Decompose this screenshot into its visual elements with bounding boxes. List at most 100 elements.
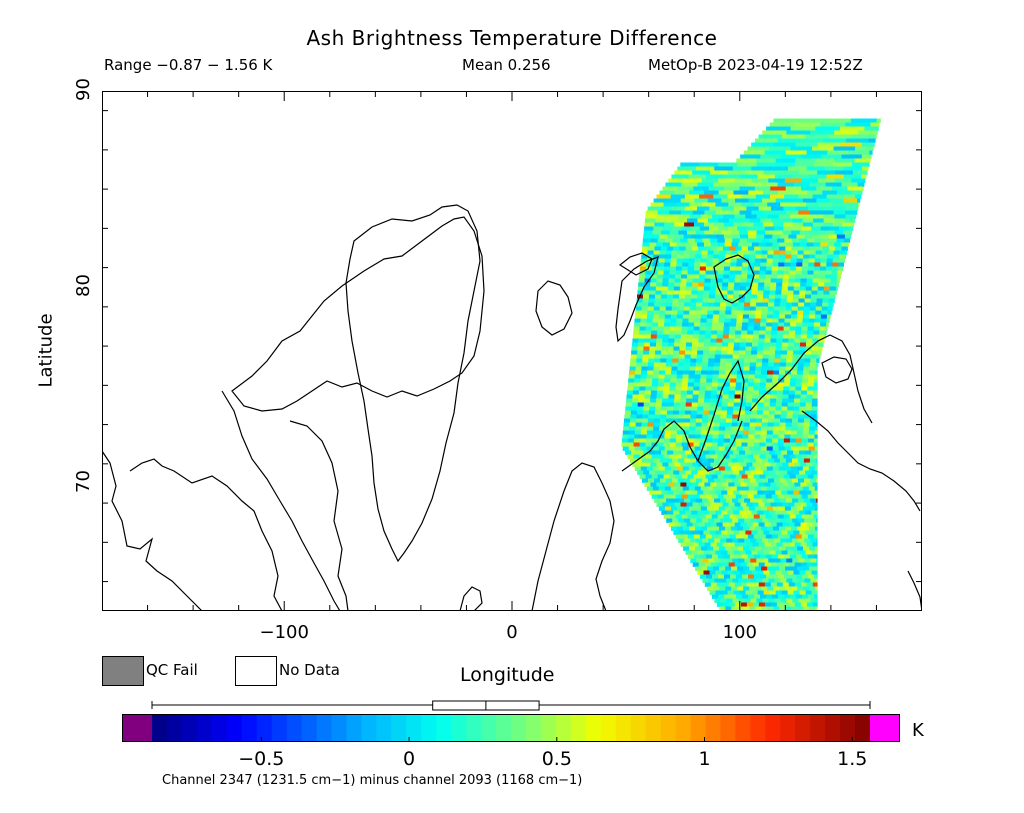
- swath-pixel: [787, 294, 794, 299]
- swath-pixel: [656, 462, 663, 467]
- swath-pixel: [679, 530, 686, 535]
- swath-pixel: [744, 410, 752, 415]
- swath-pixel: [696, 498, 703, 503]
- swath-pixel: [765, 326, 772, 331]
- swath-pixel: [757, 470, 764, 475]
- swath-pixel: [633, 382, 641, 387]
- swath-pixel: [727, 510, 734, 515]
- swath-pixel: [730, 322, 737, 327]
- swath-pixel: [720, 518, 727, 523]
- swath-pixel: [753, 554, 761, 559]
- swath-pixel: [743, 586, 750, 591]
- swath-pixel: [811, 550, 818, 555]
- swath-pixel: [747, 514, 755, 519]
- swath-pixel: [742, 322, 749, 327]
- swath-pixel: [684, 414, 691, 419]
- swath-pixel: [682, 486, 690, 491]
- swath-pixel: [799, 286, 807, 291]
- swath-pixel: [812, 390, 818, 395]
- swath-pixel: [809, 422, 816, 427]
- swath-pixel: [797, 566, 804, 571]
- swath-pixel: [721, 402, 729, 407]
- swath-pixel: [754, 202, 768, 207]
- swath-pixel: [644, 334, 652, 339]
- swath-pixel: [786, 498, 793, 503]
- swath-pixel: [683, 370, 690, 375]
- swath-pixel: [708, 558, 715, 563]
- swath-pixel: [793, 470, 800, 475]
- swath-pixel: [834, 158, 855, 163]
- swath-pixel: [775, 294, 782, 299]
- swath-pixel: [787, 406, 794, 411]
- swath-pixel: [705, 326, 712, 331]
- swath-pixel: [760, 378, 767, 383]
- swath-pixel: [694, 198, 709, 203]
- swath-pixel: [744, 418, 751, 423]
- swath-pixel: [637, 470, 644, 475]
- swath-pixel: [697, 470, 704, 475]
- swath-pixel: [750, 538, 757, 543]
- swath-pixel: [677, 362, 685, 367]
- swath-pixel: [755, 546, 762, 551]
- swath-pixel: [775, 162, 796, 167]
- swath-pixel: [644, 226, 654, 231]
- swath-pixel: [760, 246, 767, 251]
- swath-pixel: [752, 394, 759, 399]
- swath-pixel: [668, 462, 675, 467]
- swath-pixel: [754, 594, 761, 599]
- swath-pixel: [761, 306, 769, 311]
- swath-pixel: [746, 278, 753, 283]
- swath-pixel: [752, 334, 760, 339]
- swath-pixel: [799, 406, 806, 411]
- swath-pixel: [674, 170, 693, 175]
- swath-pixel: [693, 274, 700, 279]
- swath-pixel: [697, 286, 705, 291]
- swath-pixel: [739, 530, 746, 535]
- swath-pixel: [675, 442, 682, 447]
- swath-pixel: [724, 186, 740, 191]
- swath-pixel: [760, 506, 768, 511]
- swath-pixel: [721, 590, 728, 595]
- swath-pixel: [674, 502, 681, 507]
- swath-pixel: [720, 298, 727, 303]
- swath-pixel: [686, 282, 693, 287]
- swath-pixel: [649, 350, 656, 355]
- swath-pixel: [716, 342, 723, 347]
- swath-pixel: [732, 598, 739, 603]
- swath-pixel: [716, 390, 724, 395]
- swath-pixel: [732, 354, 740, 359]
- swath-pixel: [657, 382, 665, 387]
- swath-pixel: [655, 490, 662, 495]
- swath-pixel: [744, 302, 751, 307]
- swath-pixel: [657, 442, 664, 447]
- swath-pixel: [806, 582, 814, 587]
- swath-pixel: [681, 266, 689, 271]
- swath-pixel: [680, 502, 687, 507]
- swath-pixel: [736, 374, 743, 379]
- swath-pixel: [674, 390, 682, 395]
- swath-pixel: [747, 146, 770, 151]
- swath-pixel: [810, 598, 817, 603]
- swath-pixel: [752, 390, 760, 395]
- swath-pixel: [703, 530, 710, 535]
- swath-pixel: [792, 598, 799, 603]
- swath-pixel: [831, 266, 839, 271]
- swath-pixel: [804, 498, 811, 503]
- swath-pixel: [672, 498, 679, 503]
- swath-pixel: [809, 310, 816, 315]
- swath-pixel: [650, 278, 657, 283]
- swath-pixel: [801, 474, 808, 479]
- swath-pixel: [641, 426, 648, 431]
- swath-pixel: [680, 282, 687, 287]
- swath-pixel: [723, 554, 731, 559]
- swath-pixel: [658, 434, 665, 439]
- swath-pixel: [739, 550, 746, 555]
- swath-pixel: [646, 318, 653, 323]
- swath-pixel: [733, 222, 744, 227]
- swath-pixel: [677, 254, 684, 259]
- swath-pixel: [785, 246, 792, 251]
- swath-pixel: [758, 278, 765, 283]
- swath-pixel: [795, 442, 802, 447]
- swath-pixel: [692, 390, 700, 395]
- swath-pixel: [699, 274, 706, 279]
